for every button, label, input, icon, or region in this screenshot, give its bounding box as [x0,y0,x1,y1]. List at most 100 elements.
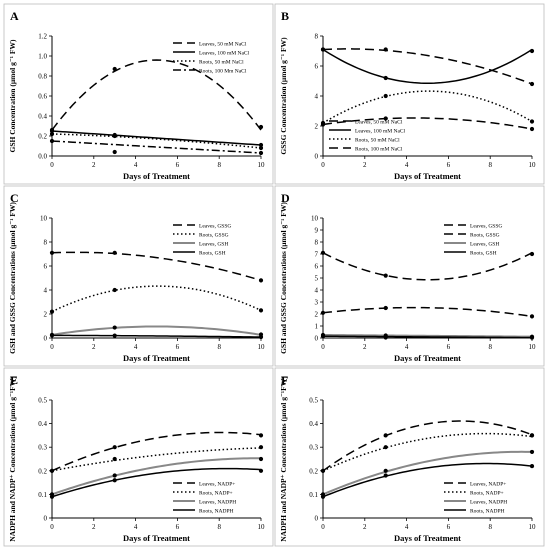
y-tick-label: 10 [311,215,319,223]
x-tick-label: 2 [363,523,367,531]
x-tick-label: 6 [447,161,451,169]
y-tick-label: 8 [315,239,319,247]
x-axis-label: Days of Treatment [123,353,190,363]
data-point [49,333,55,338]
data-point [112,66,117,72]
x-tick-label: 0 [321,523,325,531]
legend-entry: Leaves, GSH [470,242,499,248]
x-tick-label: 6 [176,161,180,169]
x-tick-label: 8 [488,161,492,169]
data-point [112,149,117,155]
legend-entry: Leaves, 50 mM NaCl [355,120,403,126]
legend-entry: Roots, NADP+ [199,491,233,497]
data-point [383,445,388,450]
legend: Leaves, 50 mM NaCl Leaves, 100 mM NaCl Roo… [329,120,406,153]
series-line [322,335,533,339]
panel-border [274,367,545,547]
legend-entry: Roots, 50 mM NaCl [355,138,400,144]
panel-letter: B [281,9,289,23]
panel-f: F 0 2 4 6 8 10 0 0.1 0.2 0.3 0.4 0.5 Days of Treatmen… [274,367,545,547]
series-line [51,457,262,496]
data-point [320,468,326,473]
legend-entry: Roots, GSSG [199,233,229,239]
x-tick-label: 0 [50,343,54,351]
data-point [529,314,535,319]
data-point [112,456,117,462]
data-point [383,47,388,52]
y-tick-label: 0.3 [38,444,47,452]
x-tick-label: 6 [447,343,451,351]
data-point [383,335,388,340]
legend-entry: Leaves, NADP+ [470,482,506,488]
x-tick-label: 0 [321,343,325,351]
series-line [51,285,262,313]
data-point [258,456,264,462]
panel-border [3,367,274,547]
data-point [383,468,388,473]
data-point [258,150,264,156]
y-axis-label: NADPH and NADP⁺ Concentrations (µmol g⁻¹… [8,376,17,542]
x-axis-label: Days of Treatment [394,533,461,543]
x-tick-label: 8 [488,343,492,351]
series-line [322,462,533,498]
x-tick-label: 2 [363,343,367,351]
data-point [258,124,264,130]
series-line [51,133,262,149]
data-point [383,273,388,278]
data-point [529,433,535,438]
legend-entry: Roots, 100 mM NaCl [355,147,403,153]
series-line [51,325,262,336]
x-tick-label: 4 [134,343,138,351]
x-tick-label: 10 [258,161,266,169]
y-tick-label: 4 [44,287,48,295]
legend: Leaves, GSSG Roots, GSSG Leaves, GSH Roots,… [444,224,502,257]
y-tick-label: 0.1 [309,491,318,499]
y-tick-label: 1 [315,323,319,331]
x-tick-label: 10 [529,343,537,351]
x-tick-label: 10 [529,161,537,169]
data-point [258,433,264,438]
legend: Leaves, 50 mM NaCl Leaves, 100 mM NaCl Roo… [173,42,250,75]
data-point [383,93,388,99]
x-tick-label: 8 [217,161,221,169]
series-line [51,59,262,131]
panel-letter: F [281,373,288,387]
data-point [258,278,264,283]
legend-entry: Leaves, NADPH [470,500,507,506]
y-tick-label: 0.4 [38,113,47,121]
legend-entry: Roots, GSH [470,251,497,257]
data-point [320,47,326,52]
data-point [320,122,326,127]
x-tick-label: 10 [529,523,537,531]
y-tick-label: 0 [315,515,319,523]
series-line [322,48,533,85]
x-tick-label: 10 [258,343,266,351]
y-axis-label: GSH Concentration (µmol g⁻¹ FW) [8,39,17,153]
data-point [112,287,117,293]
x-tick-label: 6 [176,343,180,351]
data-point [112,133,117,139]
y-tick-label: 6 [44,263,48,271]
data-point [529,81,535,87]
series-line [322,117,533,130]
x-axis-label: Days of Treatment [394,171,461,181]
x-tick-label: 10 [258,523,266,531]
data-point [49,131,55,137]
legend-entry: Roots, 50 mM NaCl [199,60,244,66]
x-tick-label: 2 [92,343,96,351]
x-tick-label: 4 [405,161,409,169]
y-tick-label: 1.2 [38,33,47,41]
data-point [258,145,264,151]
data-point [112,473,117,478]
series-line [322,420,533,472]
legend-entry: Leaves, 100 mM NaCl [355,129,406,135]
x-tick-label: 6 [447,523,451,531]
data-point [529,463,535,469]
series-line [322,450,533,496]
y-tick-label: 0 [44,335,48,343]
panel-border [274,3,545,185]
data-point [529,126,535,132]
legend-entry: Leaves, GSH [199,242,228,248]
panel-letter: D [281,191,290,205]
